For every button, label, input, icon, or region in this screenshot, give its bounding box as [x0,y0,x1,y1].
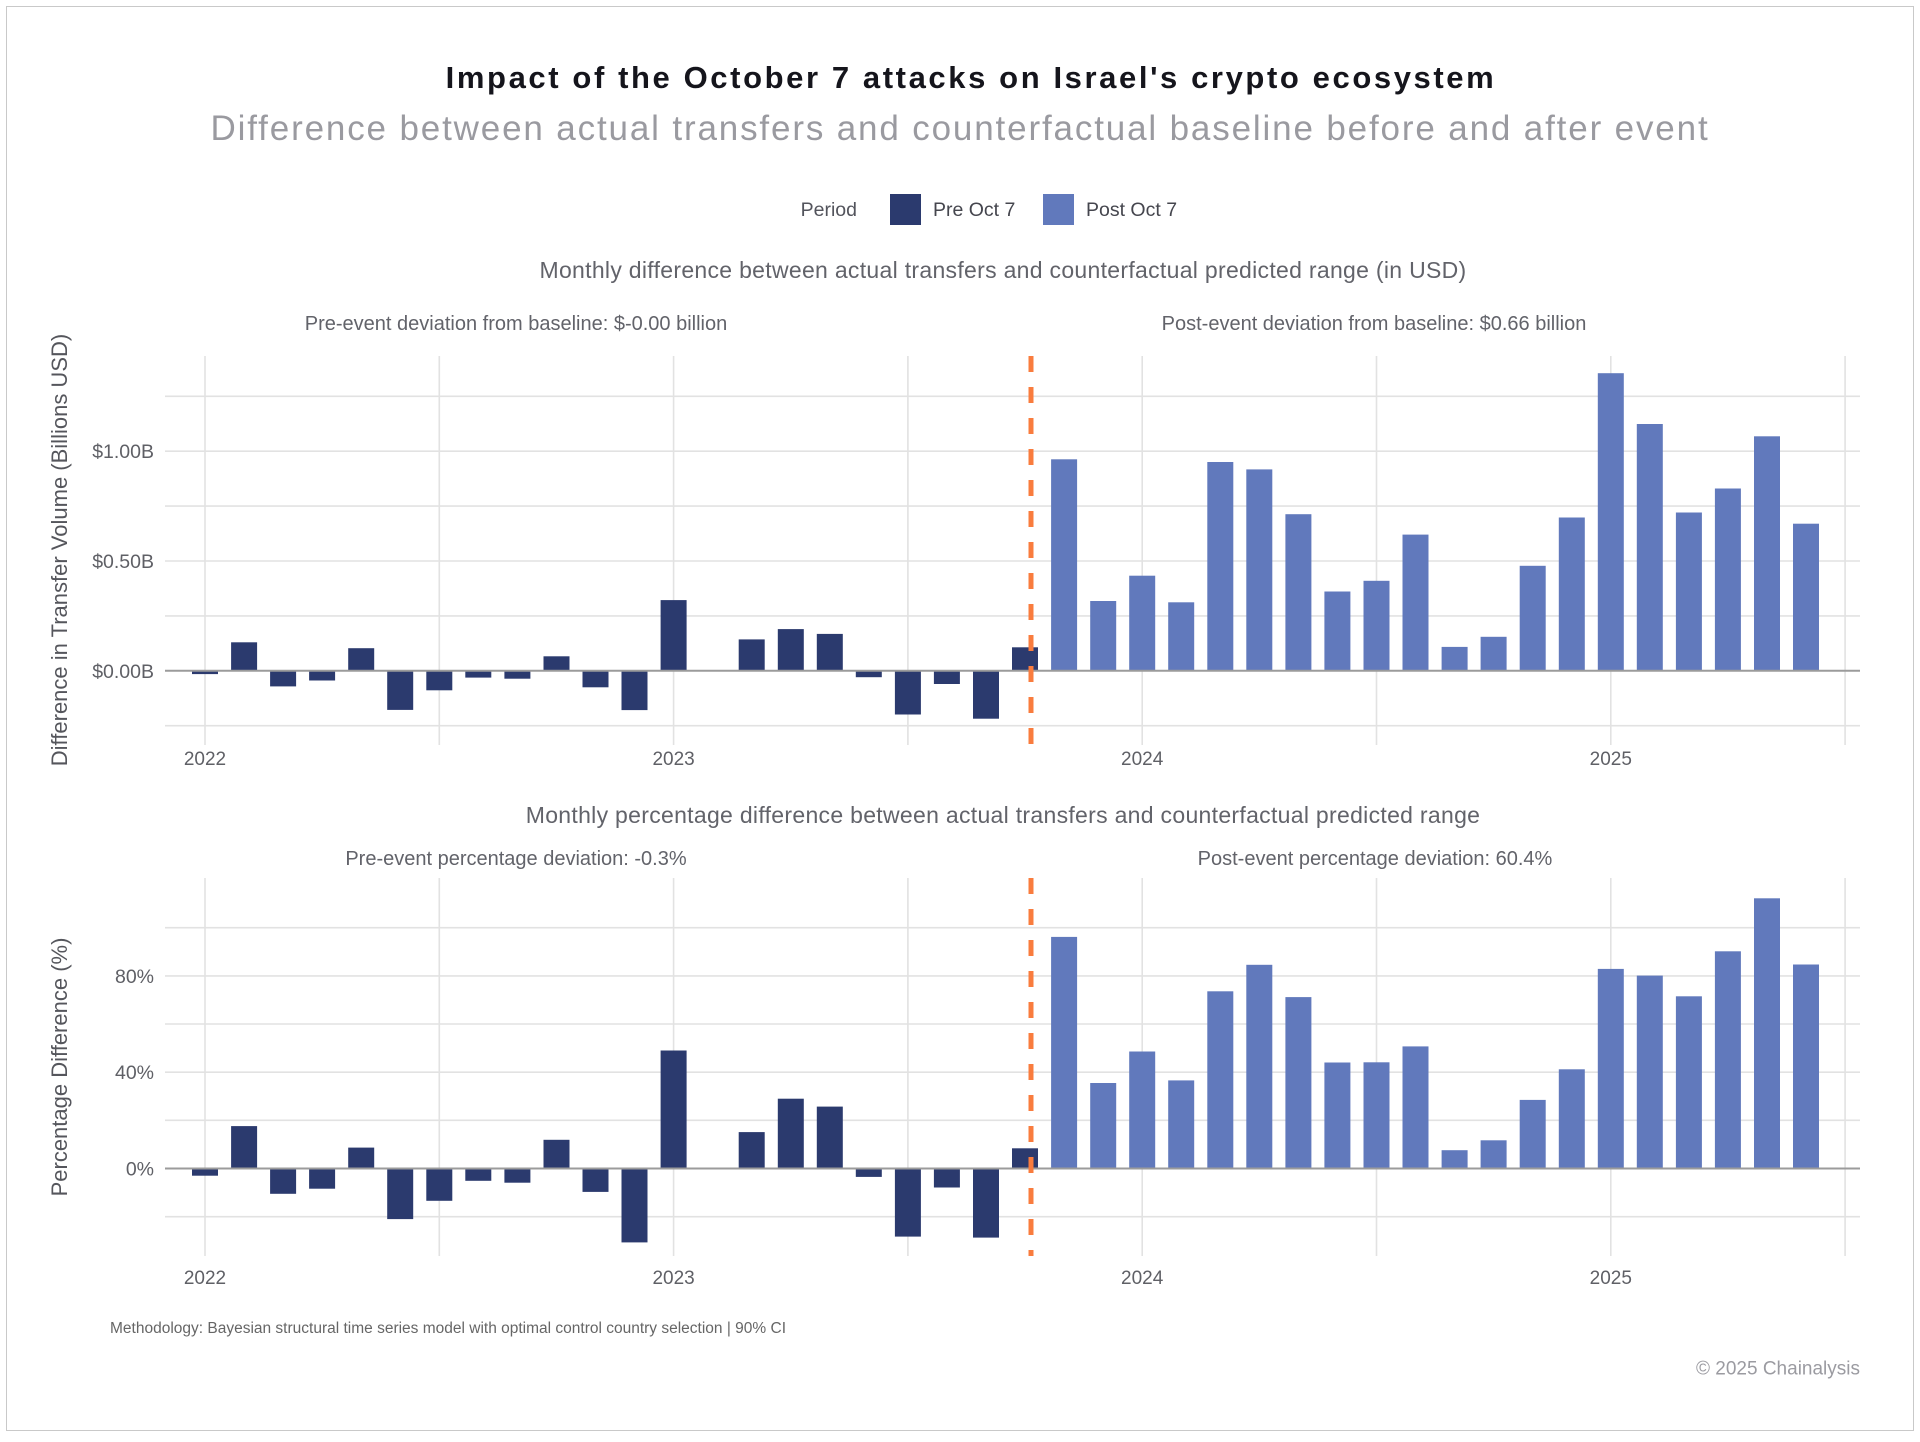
svg-text:Difference between actual tran: Difference between actual transfers and … [210,109,1709,148]
svg-text:2025: 2025 [1590,1268,1632,1289]
svg-text:2024: 2024 [1121,749,1164,770]
svg-text:$0.00B: $0.00B [92,661,154,683]
svg-text:Period: Period [801,199,857,221]
svg-text:2022: 2022 [184,1268,226,1289]
svg-text:Percentage Difference (%): Percentage Difference (%) [47,938,72,1197]
svg-text:80%: 80% [115,966,154,988]
svg-text:2025: 2025 [1590,749,1632,770]
svg-text:40%: 40% [115,1062,154,1084]
svg-text:Post Oct 7: Post Oct 7 [1086,199,1177,221]
svg-text:Impact of the October 7 attack: Impact of the October 7 attacks on Israe… [446,60,1497,95]
svg-text:Monthly difference between act: Monthly difference between actual transf… [539,257,1466,283]
svg-text:2024: 2024 [1121,1268,1164,1289]
svg-text:2023: 2023 [652,749,694,770]
svg-text:Pre-event deviation from basel: Pre-event deviation from baseline: $-0.0… [305,313,727,335]
svg-text:$0.50B: $0.50B [92,551,154,573]
svg-text:Post-event percentage deviatio: Post-event percentage deviation: 60.4% [1198,848,1553,870]
svg-text:© 2025 Chainalysis: © 2025 Chainalysis [1696,1359,1860,1380]
svg-text:Methodology: Bayesian structur: Methodology: Bayesian structural time se… [110,1320,786,1337]
svg-text:$1.00B: $1.00B [92,441,154,463]
svg-text:Monthly percentage difference: Monthly percentage difference between ac… [526,802,1481,828]
svg-text:2023: 2023 [652,1268,694,1289]
svg-text:Pre-event percentage deviation: Pre-event percentage deviation: -0.3% [345,848,687,870]
svg-text:Difference in Transfer Volume: Difference in Transfer Volume (Billions … [47,334,72,766]
svg-text:Post-event deviation from base: Post-event deviation from baseline: $0.6… [1162,313,1587,335]
svg-text:Pre Oct 7: Pre Oct 7 [933,199,1015,221]
svg-text:0%: 0% [126,1159,154,1181]
svg-text:2022: 2022 [184,749,226,770]
